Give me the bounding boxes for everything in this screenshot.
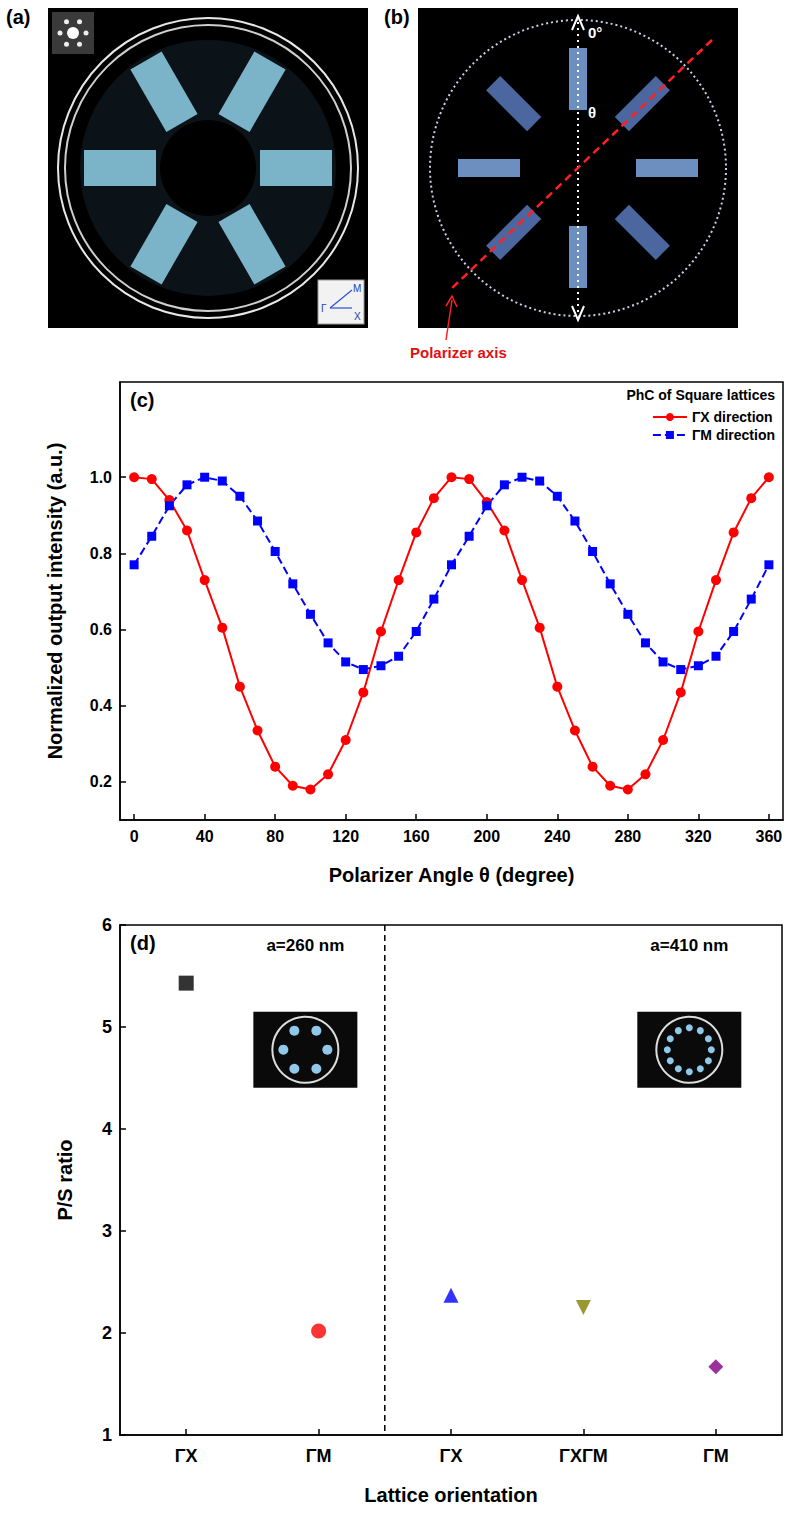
- svg-text:ΓM: ΓM: [703, 1446, 729, 1466]
- svg-text:ΓM direction: ΓM direction: [692, 427, 775, 443]
- svg-text:240: 240: [544, 828, 571, 845]
- svg-text:0: 0: [130, 828, 139, 845]
- svg-text:1.0: 1.0: [90, 469, 112, 486]
- svg-text:320: 320: [685, 828, 712, 845]
- svg-text:0.2: 0.2: [90, 773, 112, 790]
- svg-text:X: X: [354, 311, 361, 322]
- svg-text:a=410 nm: a=410 nm: [650, 936, 728, 955]
- svg-text:ΓX: ΓX: [175, 1446, 198, 1466]
- svg-text:0.4: 0.4: [90, 697, 112, 714]
- svg-text:280: 280: [614, 828, 641, 845]
- svg-text:6: 6: [102, 915, 112, 935]
- svg-text:360: 360: [756, 828, 783, 845]
- svg-text:(a): (a): [6, 6, 30, 28]
- svg-text:200: 200: [473, 828, 500, 845]
- svg-text:4: 4: [102, 1119, 112, 1139]
- svg-text:(b): (b): [384, 6, 410, 28]
- svg-text:(d): (d): [130, 932, 156, 954]
- svg-text:(c): (c): [130, 389, 154, 411]
- svg-text:P/S ratio: P/S ratio: [54, 1139, 76, 1220]
- svg-text:1: 1: [102, 1425, 112, 1445]
- svg-text:80: 80: [266, 828, 284, 845]
- svg-text:ΓX: ΓX: [440, 1446, 463, 1466]
- svg-text:PhC of Square lattices: PhC of Square lattices: [626, 387, 775, 403]
- svg-text:160: 160: [403, 828, 430, 845]
- svg-text:5: 5: [102, 1017, 112, 1037]
- svg-text:a=260 nm: a=260 nm: [266, 936, 344, 955]
- svg-text:ΓM: ΓM: [306, 1446, 332, 1466]
- svg-text:2: 2: [102, 1323, 112, 1343]
- svg-text:0°: 0°: [588, 24, 602, 41]
- svg-text:0.8: 0.8: [90, 545, 112, 562]
- svg-text:M: M: [353, 283, 361, 294]
- svg-text:40: 40: [196, 828, 214, 845]
- svg-text:Normalized output intensity (a: Normalized output intensity (a.u.): [44, 443, 66, 760]
- svg-text:Γ: Γ: [321, 303, 327, 314]
- svg-text:ΓXΓM: ΓXΓM: [559, 1446, 608, 1466]
- svg-text:120: 120: [332, 828, 359, 845]
- svg-text:Lattice orientation: Lattice orientation: [364, 1484, 537, 1506]
- svg-text:θ: θ: [588, 104, 596, 121]
- svg-text:ΓX direction: ΓX direction: [692, 409, 773, 425]
- svg-text:0.6: 0.6: [90, 621, 112, 638]
- svg-text:Polarizer Angle θ (degree): Polarizer Angle θ (degree): [329, 864, 575, 886]
- svg-text:Polarizer axis: Polarizer axis: [410, 344, 507, 361]
- svg-text:3: 3: [102, 1221, 112, 1241]
